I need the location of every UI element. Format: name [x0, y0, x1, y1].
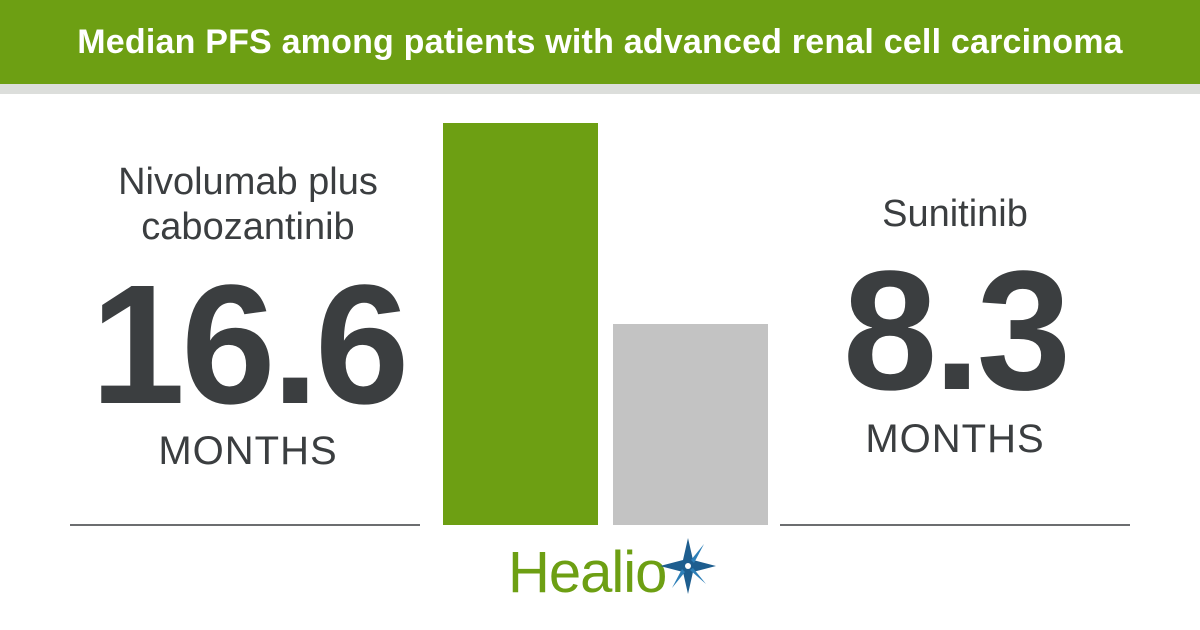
unit-label-sunitinib: MONTHS — [865, 417, 1045, 461]
series-label-nivolumab: Nivolumab plus cabozantinib — [78, 160, 418, 250]
logo-wordmark: Healio — [508, 540, 667, 605]
bar-nivolumab-cabozantinib — [443, 123, 598, 525]
series-name-line: cabozantinib — [141, 206, 355, 248]
bars-group — [443, 123, 768, 525]
chart-title: Median PFS among patients with advanced … — [77, 23, 1123, 61]
unit-label-nivolumab: MONTHS — [158, 429, 338, 473]
series-label-sunitinib: Sunitinib — [882, 193, 1028, 235]
value-label-sunitinib: 8.3 — [842, 236, 1071, 426]
title-bar — [0, 0, 1200, 84]
value-label-nivolumab: 16.6 — [90, 250, 410, 440]
series-name-left: Nivolumab plus cabozantinib — [118, 161, 378, 248]
bar-sunitinib — [613, 324, 768, 525]
series-name-line: Nivolumab plus — [118, 161, 378, 203]
star-burst-icon — [660, 538, 716, 594]
healio-logo: Healio — [508, 538, 728, 610]
title-divider — [0, 84, 1200, 94]
